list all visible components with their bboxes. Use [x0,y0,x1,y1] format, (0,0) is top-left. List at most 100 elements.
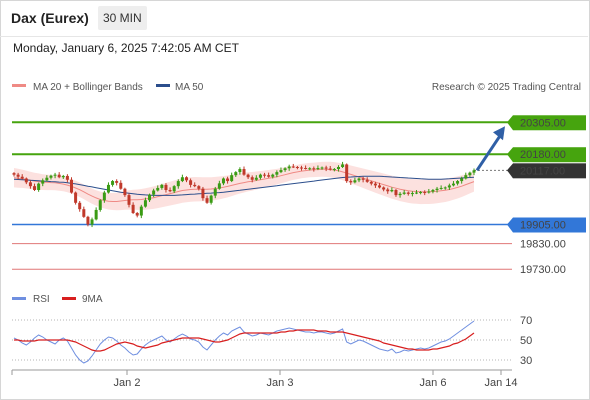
candle-body [90,219,94,225]
candle-body [111,181,115,185]
candle-body [189,180,193,185]
level-tag-pointer [507,163,513,179]
candle-body [213,188,217,196]
candle-body [373,183,377,186]
candle-body [156,187,160,191]
time-tick-label: Jan 2 [114,377,141,389]
candle-body [283,168,287,171]
candle-body [98,200,102,210]
candle-body [164,184,168,190]
candle-body [33,186,37,190]
candle-body [406,192,410,194]
candle-body [246,174,250,178]
candle-body [328,168,332,170]
candlesticks [12,161,476,228]
candle-body [119,182,123,189]
candle-body [12,173,16,175]
candle-body [382,187,386,190]
candle-body [78,202,82,210]
candle-body [336,167,340,170]
candle-body [443,187,447,189]
candle-body [61,175,65,178]
chart-header: Dax (Eurex) 30 MIN [0,0,588,37]
candle-body [353,180,357,183]
legend-ma20-swatch [12,84,26,87]
candle-body [271,174,275,177]
copyright-text: Research © 2025 Trading Central [432,82,581,93]
candle-body [308,168,312,170]
legend-rsi-swatch [12,297,26,300]
candle-body [131,204,135,213]
candle-body [295,167,299,168]
candle-body [160,184,164,188]
rsi-line [13,320,475,364]
level-tag-pointer [507,115,513,131]
candle-body [45,177,49,181]
candle-body [172,186,176,192]
time-axis-ticks: Jan 2 Jan 3 Jan 6 Jan 14 [11,370,518,389]
candle-body [332,169,336,171]
legend-ma50-swatch [156,84,170,87]
candle-body [320,167,324,169]
rsi-panel: 70 50 30 [12,315,532,367]
candle-body [300,167,303,169]
level-tag-bg [513,115,586,131]
candle-body [70,179,73,193]
timeframe-badge[interactable]: 30 MIN [98,6,147,30]
level-tag-label: 20305.00 [520,117,566,129]
candle-body [238,169,242,173]
legend-ma20-label: MA 20 + Bollinger Bands [33,82,143,93]
candle-body [221,178,225,184]
candle-body [139,206,143,216]
candle-body [316,168,320,170]
candle-body [86,216,90,225]
candle-body [472,170,476,173]
rsi-tick-label: 70 [520,315,532,327]
candle-body [94,209,98,220]
candle-body [345,164,349,182]
candle-body [49,175,53,178]
candle-body [390,190,394,192]
candle-body [324,167,328,169]
candle-body [250,177,254,180]
candle-body [378,185,382,188]
time-tick-label: Jan 14 [484,377,517,389]
candle-body [312,168,316,170]
candle-body [123,188,127,196]
legend-rsi-ma-label: 9MA [82,294,103,305]
candle-body [16,174,20,177]
legend-rsi-label: RSI [33,294,50,305]
candle-body [287,166,291,169]
candle-body [451,183,455,186]
candle-body [197,186,201,189]
candle-body [185,177,188,181]
level-tag-label: 20180.00 [520,149,566,161]
legend-ma50-label: MA 50 [175,82,204,93]
candle-body [402,192,406,194]
candle-body [148,194,152,201]
candle-body [263,174,267,176]
time-tick-label: Jan 3 [267,377,294,389]
candle-body [135,213,139,216]
candle-body [357,178,361,181]
timestamp: Monday, January 6, 2025 7:42:05 AM CET [13,41,239,55]
time-tick-label: Jan 6 [420,377,447,389]
candle-body [468,172,472,176]
candle-body [369,181,373,184]
rsi-tick-label: 50 [520,335,532,347]
candle-body [65,175,69,180]
candle-body [419,192,423,194]
forecast-arrow-shaft [475,133,503,172]
candle-body [394,190,398,196]
candle-body [456,181,460,184]
candle-body [254,177,258,180]
instrument-title: Dax (Eurex) [11,10,89,26]
candle-body [279,170,283,173]
level-tag-label: 19905.00 [520,220,566,232]
candle-body [176,181,180,187]
candle-body [53,174,57,176]
candle-body [447,185,451,188]
candle-body [41,180,45,184]
candle-body [439,187,443,189]
